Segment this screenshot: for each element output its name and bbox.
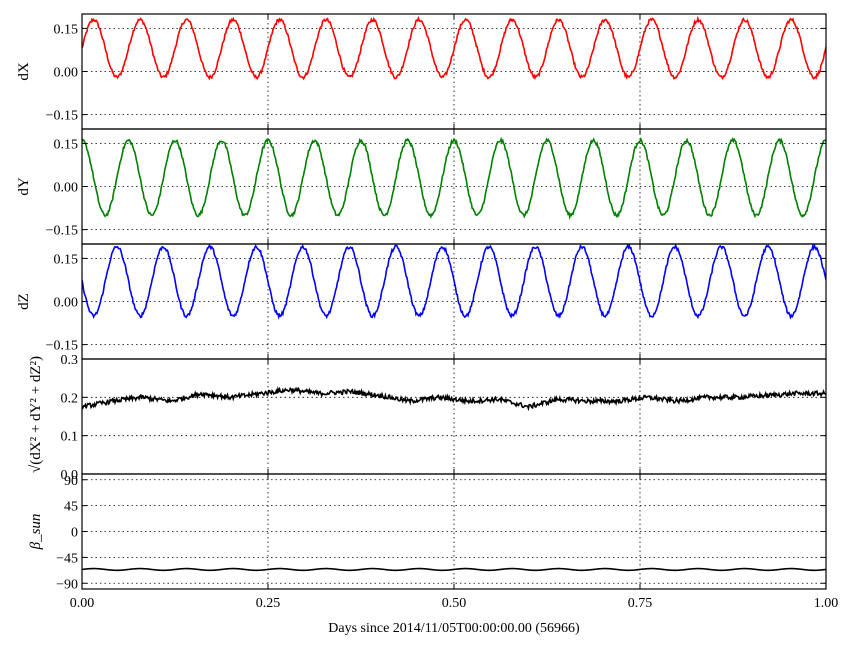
y-tick-label: 0.00 <box>54 66 79 81</box>
panel-2: −0.15 0.00 0.15 dY <box>16 128 827 245</box>
y-tick-label: 0.15 <box>54 137 79 152</box>
y-tick-label: 0.00 <box>54 296 79 311</box>
panel-frame <box>81 473 827 590</box>
panel-3: −0.15 0.00 0.15 dZ <box>16 243 827 360</box>
x-tick-label: 1.00 <box>814 596 839 611</box>
series-line-4 <box>82 386 826 412</box>
x-tick-label: 0.75 <box>628 596 653 611</box>
panel-frame <box>81 358 827 475</box>
series-line-1 <box>82 15 826 81</box>
panel-frame <box>81 128 827 245</box>
panels: −0.150.000.15dX−0.150.000.15dY−0.150.000… <box>16 13 839 611</box>
y-tick-label: 45 <box>64 500 78 515</box>
y-tick-label: 0.15 <box>54 252 79 267</box>
panel-4: 0.0 0.1 0.2 0.3 √(dX² + dY² + dZ²) <box>28 353 827 483</box>
y-tick-label: 0.2 <box>61 391 79 406</box>
y-tick-label: 0 <box>71 526 78 541</box>
y-tick-label: 0.3 <box>61 353 79 368</box>
y-tick-label: −90 <box>56 577 78 592</box>
y-tick-label: 0.15 <box>54 22 79 37</box>
y-axis-label: β_sun <box>28 514 44 551</box>
series-line-3 <box>82 244 826 320</box>
series-line-2 <box>82 136 826 220</box>
y-tick-label: 90 <box>64 474 78 489</box>
panel-1: −0.15 0.00 0.15 dX <box>16 13 827 130</box>
x-axis-label: Days since 2014/11/05T00:00:00.00 (56966… <box>328 621 580 636</box>
x-tick-label: 0.50 <box>442 596 467 611</box>
y-axis-label: dY <box>16 177 32 196</box>
x-tick-label: 0.25 <box>256 596 281 611</box>
y-tick-label: 0.1 <box>61 430 79 445</box>
y-axis-label: dX <box>16 62 32 81</box>
y-tick-label: 0.00 <box>54 181 79 196</box>
y-tick-label: 0.0 <box>61 468 79 483</box>
y-tick-label: −0.15 <box>46 109 78 124</box>
y-tick-label: −0.15 <box>46 224 78 239</box>
y-axis-label: √(dX² + dY² + dZ²) <box>28 356 44 473</box>
y-axis-label: dZ <box>16 293 32 310</box>
x-tick-label: 0.00 <box>70 596 95 611</box>
series-line-5 <box>82 567 826 572</box>
y-tick-label: −45 <box>56 551 78 566</box>
panel-5: −90 −45 0 45 90 β_sun 0.00 0.25 0.50 0.75 1.00 <box>28 473 839 611</box>
y-tick-label: −0.15 <box>46 339 78 354</box>
